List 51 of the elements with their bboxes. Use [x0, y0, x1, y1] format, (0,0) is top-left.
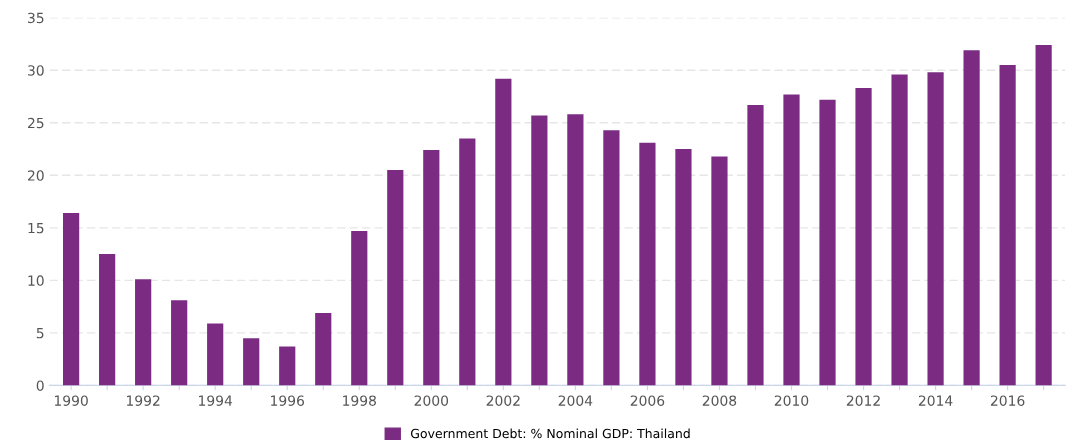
x-tick-label: 2004 [558, 395, 593, 406]
bar [567, 114, 584, 386]
x-tick-label: 2000 [414, 395, 449, 406]
bar [711, 156, 728, 386]
x-tick-label: 2010 [774, 395, 809, 406]
x-tick-label: 2012 [846, 395, 880, 406]
y-tick-label: 35 [28, 12, 44, 24]
bar [747, 104, 764, 386]
bar [243, 338, 260, 386]
bar [423, 150, 440, 386]
x-tick-label: 2008 [702, 395, 737, 406]
bar [135, 279, 152, 386]
bar [279, 346, 296, 386]
x-tick-label: 1992 [127, 395, 160, 406]
legend-label: Government Debt: % Nominal GDP: Thailand [410, 428, 690, 439]
x-tick-label: 1990 [54, 395, 88, 406]
y-tick-label: 0 [36, 380, 44, 391]
bar [207, 323, 224, 386]
bar [999, 64, 1016, 386]
bar [171, 300, 188, 386]
x-tick-label: 2016 [990, 395, 1025, 406]
y-tick-label: 15 [28, 222, 44, 234]
bar [927, 72, 944, 386]
y-tick-label: 20 [27, 170, 44, 181]
bar [855, 88, 872, 386]
y-tick-label: 5 [36, 328, 44, 339]
bar [495, 78, 512, 386]
x-tick-label: 1998 [343, 395, 376, 406]
bar [639, 142, 656, 386]
bar [459, 138, 476, 386]
bar [351, 230, 368, 386]
bar [819, 99, 836, 386]
x-tick-label: 2014 [918, 395, 953, 406]
x-tick-label: 1996 [271, 395, 305, 406]
y-tick-label: 10 [28, 275, 44, 286]
x-tick-label: 2006 [630, 395, 665, 406]
y-tick-label: 30 [28, 65, 44, 76]
bar [603, 130, 620, 386]
bar [387, 170, 404, 386]
y-tick-label: 25 [27, 117, 44, 129]
bar [963, 50, 980, 386]
bar [531, 115, 548, 386]
x-tick-label: 1994 [199, 395, 233, 406]
bar [99, 254, 116, 386]
bar [1035, 45, 1052, 386]
x-tick-label: 2002 [486, 395, 520, 406]
bar [891, 74, 908, 386]
bar [315, 312, 332, 386]
bar [675, 149, 692, 386]
bar [783, 94, 800, 386]
bar [63, 213, 80, 386]
